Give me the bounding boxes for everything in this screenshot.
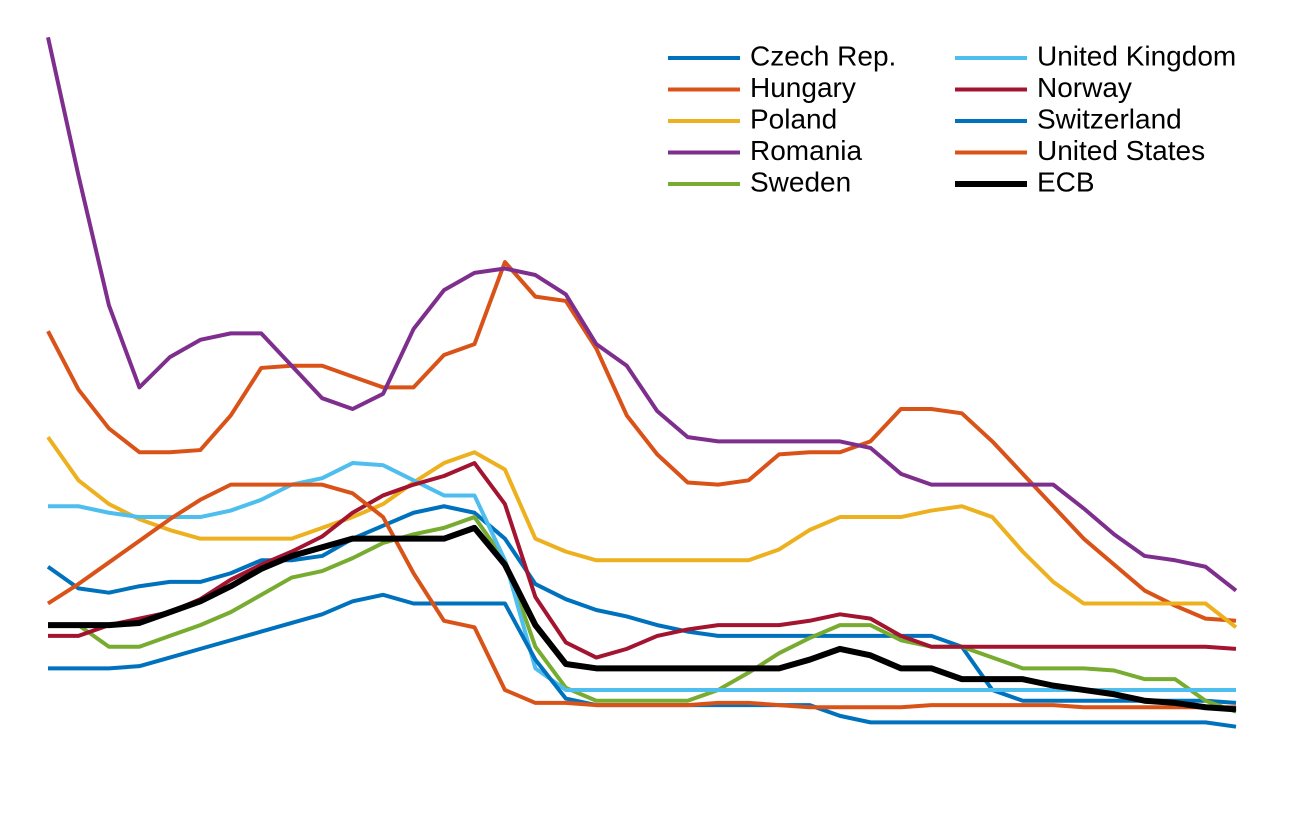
legend-label: Czech Rep. — [750, 40, 896, 71]
series-line — [46, 36, 1238, 593]
series-line — [46, 435, 1238, 629]
legend-label: Poland — [750, 103, 837, 134]
legend-label: Norway — [1037, 72, 1132, 103]
legend-label: United Kingdom — [1037, 40, 1236, 71]
series-line — [48, 461, 1236, 692]
series-line — [46, 260, 1237, 623]
series-line — [48, 524, 1237, 713]
series-line — [48, 461, 1237, 660]
legend-label: United States — [1037, 135, 1205, 166]
legend-label: Sweden — [750, 166, 851, 197]
legend-label: Hungary — [750, 72, 856, 103]
series-line — [46, 482, 1236, 710]
legend-label: Switzerland — [1037, 103, 1182, 134]
lines-layer — [46, 36, 1238, 729]
series-line — [48, 515, 1237, 714]
series-line — [46, 504, 1237, 705]
legend-label: ECB — [1037, 166, 1095, 197]
legend-label: Romania — [750, 135, 862, 166]
